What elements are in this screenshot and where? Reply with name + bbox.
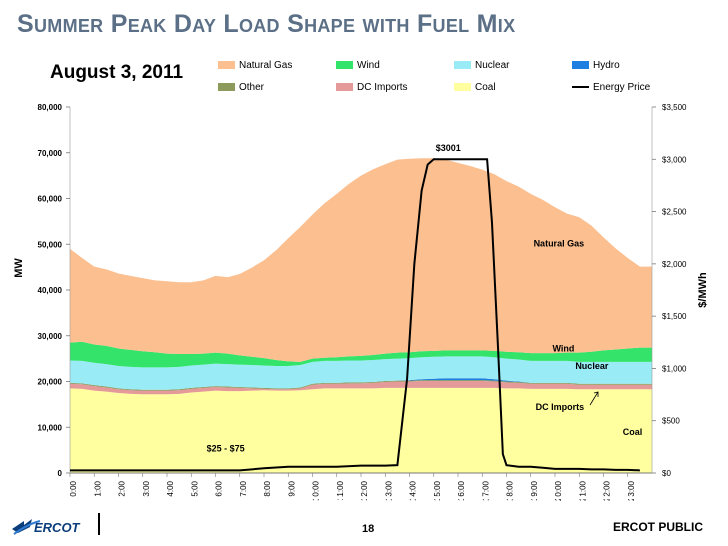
y2-tick-label: $1,000 — [662, 364, 687, 373]
x-tick-label: 3:00 — [142, 480, 151, 496]
x-tick-label: 0:00 — [69, 480, 78, 496]
ercot-logo: ERCOT — [12, 519, 81, 535]
y-tick-label: 10,000 — [38, 423, 63, 432]
area-natural-gas — [70, 158, 652, 362]
y2-tick-label: $2,000 — [662, 260, 687, 269]
x-tick-label: 20:00 — [554, 480, 563, 501]
legend-item-dc-imports: DC Imports — [336, 82, 408, 93]
footer-public-label: ERCOT PUBLIC — [613, 520, 703, 534]
logo-text: ERCOT — [34, 520, 81, 535]
x-tick-label: 18:00 — [506, 480, 515, 501]
legend-swatch — [218, 83, 235, 92]
legend-swatch — [572, 61, 589, 70]
legend-item-energy-price: Energy Price — [572, 82, 650, 93]
page-number: 18 — [362, 523, 375, 535]
y2-tick-label: $3,500 — [662, 103, 687, 112]
legend-label: Energy Price — [593, 82, 651, 93]
y-tick-label: 80,000 — [38, 103, 63, 112]
annotation-nuclear: Nuclear — [575, 361, 609, 371]
x-tick-label: 10:00 — [312, 480, 321, 501]
legend-swatch — [336, 83, 353, 92]
x-tick-label: 19:00 — [530, 480, 539, 501]
slide-title: Summer Peak Day Load Shape with Fuel Mix — [17, 10, 516, 38]
x-tick-label: 21:00 — [578, 480, 587, 501]
x-tick-label: 11:00 — [336, 480, 345, 500]
y-tick-label: 30,000 — [38, 332, 63, 341]
chart-legend: Natural Gas Wind Nuclear Hydro Other DC Impor… — [218, 60, 668, 104]
annotation-3001: $3001 — [436, 143, 461, 153]
x-tick-label: 13:00 — [384, 480, 393, 501]
legend-label: Other — [239, 82, 265, 93]
annotation-dc-imports: DC Imports — [536, 402, 585, 412]
legend-item-wind: Wind — [336, 60, 380, 71]
area-dc-imports — [70, 381, 652, 395]
x-tick-label: 14:00 — [409, 480, 418, 501]
y-tick-label: 0 — [58, 469, 63, 478]
annotation-coal: Coal — [623, 427, 643, 437]
x-tick-label: 1:00 — [93, 480, 102, 496]
legend-label: Nuclear — [475, 60, 510, 71]
x-tick-label: 22:00 — [603, 480, 612, 501]
y-axis-title: MW — [13, 258, 25, 278]
x-tick-label: 9:00 — [287, 480, 296, 496]
energy-price-line — [70, 158, 640, 472]
x-tick-label: 23:00 — [627, 480, 636, 501]
legend-label: Hydro — [593, 60, 620, 71]
x-tick-label: 17:00 — [481, 480, 490, 501]
legend-swatch — [336, 61, 353, 70]
legend-item-coal: Coal — [454, 82, 496, 93]
legend-swatch — [454, 83, 471, 92]
legend-swatch — [454, 61, 471, 70]
x-tick-label: 2:00 — [118, 480, 127, 496]
annotation-25-75: $25 - $75 — [207, 444, 245, 454]
load-shape-chart: 0 10,000 20,000 30,000 40,000 50,000 60,000 70,… — [13, 103, 709, 501]
chart-date-label: August 3, 2011 — [50, 62, 184, 83]
legend-item-other: Other — [218, 82, 264, 93]
y2-tick-label: $0 — [662, 469, 671, 478]
dc-imports-pointer — [589, 391, 599, 406]
area-hydro — [70, 378, 652, 390]
x-tick-label: 8:00 — [263, 480, 272, 496]
legend-item-natural-gas: Natural Gas — [218, 60, 292, 71]
x-tick-label: 15:00 — [433, 480, 442, 501]
legend-item-nuclear: Nuclear — [454, 60, 509, 71]
y-tick-label: 70,000 — [38, 149, 63, 158]
legend-label: Coal — [475, 82, 496, 93]
legend-label: Natural Gas — [239, 60, 293, 71]
dc-imports-pointer-head — [593, 391, 599, 397]
legend-label: Wind — [357, 60, 380, 71]
legend-swatch — [572, 86, 589, 89]
area-nuclear — [70, 356, 652, 390]
x-tick-label: 5:00 — [190, 480, 199, 496]
area-other — [70, 380, 652, 391]
y-tick-label: 50,000 — [38, 240, 63, 249]
area-coal — [70, 387, 652, 473]
y2-axis-title: $/MWh — [697, 272, 709, 308]
footer-rule — [0, 497, 728, 499]
y2-tick-label: $1,500 — [662, 312, 687, 321]
x-tick-label: 16:00 — [457, 480, 466, 501]
annotation-wind: Wind — [552, 343, 574, 353]
y-tick-label: 40,000 — [38, 286, 63, 295]
x-tick-label: 7:00 — [239, 480, 248, 496]
y-tick-label: 60,000 — [38, 195, 63, 204]
x-tick-label: 6:00 — [215, 480, 224, 496]
area-wind — [70, 341, 652, 368]
x-tick-label: 12:00 — [360, 480, 369, 501]
x-tick-label: 4:00 — [166, 480, 175, 496]
y-tick-label: 20,000 — [38, 378, 63, 387]
y2-tick-label: $2,500 — [662, 208, 687, 217]
logo-divider — [98, 513, 100, 535]
legend-swatch — [218, 61, 235, 70]
y2-tick-label: $3,000 — [662, 155, 687, 164]
y2-tick-label: $500 — [662, 417, 680, 426]
annotation-natural-gas: Natural Gas — [534, 239, 585, 249]
legend-label: DC Imports — [357, 82, 408, 93]
legend-item-hydro: Hydro — [572, 60, 620, 71]
